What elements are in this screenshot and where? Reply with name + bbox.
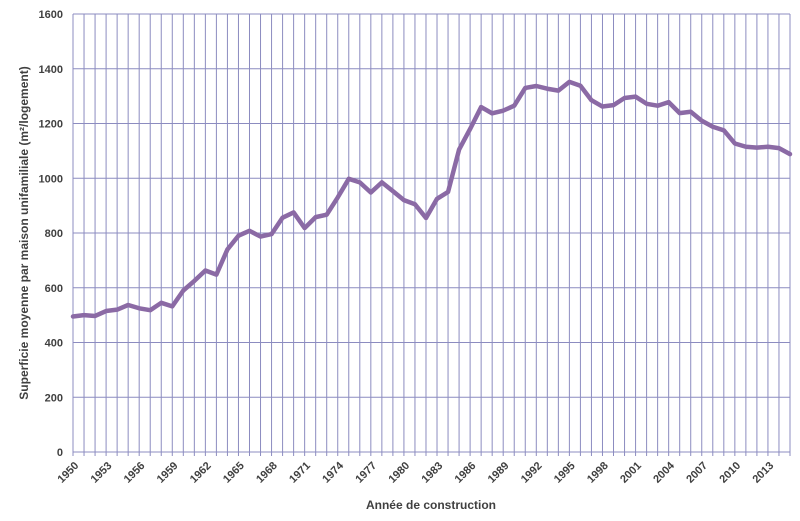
x-tick-label: 2007 (684, 460, 710, 486)
x-tick-label: 1992 (519, 460, 545, 486)
y-tick-label: 200 (45, 392, 63, 404)
x-tick-label: 2001 (618, 460, 644, 486)
x-tick-label: 1953 (89, 460, 115, 486)
x-tick-label: 1998 (585, 460, 611, 486)
x-tick-label: 1977 (353, 460, 379, 486)
series-line (70, 79, 793, 319)
x-tick-label: 1962 (188, 460, 214, 486)
x-tick-label: 1956 (122, 460, 148, 486)
x-tick-label: 1986 (453, 460, 479, 486)
y-tick-label: 0 (57, 447, 63, 459)
y-tick-label: 600 (45, 283, 63, 295)
x-tick-label: 2010 (717, 460, 743, 486)
y-tick-label: 1600 (39, 9, 63, 21)
x-tick-label: 1968 (254, 460, 280, 486)
x-tick-label: 1989 (486, 460, 512, 486)
grid (72, 13, 791, 453)
x-tick-label: 2013 (750, 460, 776, 486)
x-tick-label: 1995 (552, 460, 578, 486)
x-tick-label: 1950 (56, 460, 82, 486)
axes (72, 14, 791, 456)
x-tick-label: 2004 (651, 459, 677, 485)
x-tick-label: 1971 (287, 460, 313, 486)
y-tick-labels: 0 200 400 600 800 1000 1200 1400 1600 (39, 9, 63, 459)
x-tick-label: 1974 (320, 459, 346, 485)
y-tick-label: 400 (45, 338, 63, 350)
x-axis-title: Année de construction (366, 498, 496, 512)
x-tick-labels: 1950 1953 1956 1959 1962 1965 1968 1971 1974 1977… (56, 459, 777, 485)
x-tick-label: 1959 (155, 460, 181, 486)
x-tick-label: 1983 (420, 460, 446, 486)
y-tick-label: 1400 (39, 64, 63, 76)
y-tick-label: 1200 (39, 119, 63, 131)
series-layer (70, 79, 793, 319)
y-axis-title: Superficie moyenne par maison unifamilia… (17, 66, 31, 399)
x-tick-label: 1965 (221, 460, 247, 486)
x-tick-label: 1980 (386, 460, 412, 486)
y-tick-label: 800 (45, 228, 63, 240)
y-tick-label: 1000 (39, 173, 63, 185)
